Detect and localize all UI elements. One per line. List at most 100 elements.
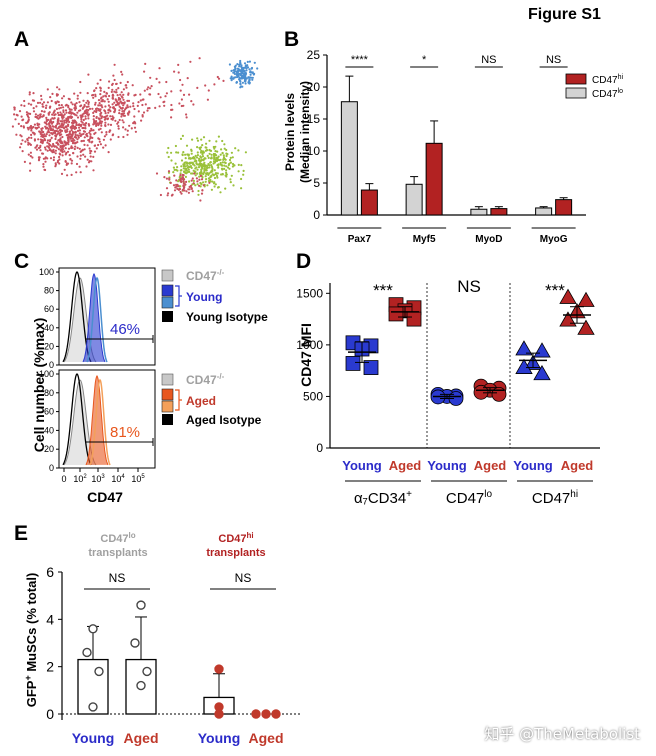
umap-point [41, 135, 45, 139]
umap-point [76, 141, 79, 144]
e-cohort-hi-title: CD47hi [218, 531, 253, 545]
umap-point [191, 190, 194, 193]
umap-point [73, 136, 76, 139]
umap-point [115, 88, 118, 91]
umap-point [199, 174, 203, 177]
c-x-tick-label: 0 [61, 474, 66, 484]
umap-point [109, 106, 112, 109]
umap-point [208, 139, 211, 142]
umap-point [137, 110, 140, 113]
umap-point [27, 128, 30, 131]
umap-point [29, 169, 32, 172]
umap-point [241, 85, 244, 88]
legend-label-cd47lo: CD47lo [592, 88, 623, 100]
umap-point [179, 174, 182, 177]
umap-point [58, 88, 61, 91]
umap-point [58, 134, 62, 137]
umap-point [188, 180, 191, 183]
umap-point [244, 151, 247, 154]
umap-point [213, 169, 216, 172]
c-y-tick-label: 0 [49, 360, 54, 370]
umap-point [59, 138, 62, 141]
umap-point [93, 89, 96, 93]
umap-point [170, 159, 173, 162]
e-y-tick-label: 4 [46, 611, 54, 627]
umap-point [177, 63, 180, 66]
umap-point [214, 161, 217, 164]
umap-point [191, 177, 194, 180]
umap-point [200, 168, 203, 171]
umap-point [95, 109, 98, 112]
e-y-tick-label: 0 [46, 706, 54, 722]
umap-point [120, 102, 123, 105]
umap-point [243, 76, 246, 79]
umap-point [242, 68, 245, 71]
umap-point [60, 129, 64, 132]
umap-point [204, 146, 207, 149]
umap-point [233, 68, 236, 72]
umap-point [122, 104, 125, 107]
umap-point [193, 172, 196, 175]
legend-young: Young [186, 290, 222, 304]
umap-point [111, 82, 114, 85]
umap-point [202, 181, 205, 184]
umap-point [67, 139, 70, 142]
umap-point [86, 144, 89, 147]
umap-point [113, 101, 116, 104]
umap-point [136, 104, 139, 107]
umap-point [205, 172, 208, 175]
umap-point [93, 150, 97, 153]
d-group-title: CD47lo [446, 489, 493, 507]
umap-point [173, 174, 176, 177]
legend-bracket-young [175, 285, 182, 307]
umap-point [123, 109, 126, 113]
umap-point [61, 135, 64, 139]
umap-point [225, 148, 228, 152]
umap-point [29, 143, 32, 146]
umap-point [196, 146, 199, 149]
umap-point [74, 108, 77, 111]
e-point [88, 702, 98, 712]
umap-point [215, 156, 218, 159]
umap-point [30, 133, 33, 136]
umap-point [203, 161, 206, 164]
umap-point [222, 156, 226, 159]
umap-point [170, 194, 173, 197]
umap-point [226, 153, 229, 156]
umap-point [167, 171, 171, 174]
umap-point [105, 95, 108, 98]
umap-point [143, 89, 146, 92]
umap-point [60, 114, 63, 117]
umap-point [100, 122, 103, 125]
umap-point [45, 104, 48, 107]
umap-point [20, 115, 23, 118]
umap-point [201, 144, 204, 147]
umap-point [31, 156, 34, 159]
umap-point [164, 95, 167, 98]
umap-point [64, 109, 68, 112]
umap-point [86, 111, 89, 114]
umap-point [230, 75, 233, 78]
umap-point [227, 163, 230, 167]
e-point [88, 624, 98, 634]
umap-point [213, 176, 217, 180]
c-histogram-frame [58, 267, 156, 366]
umap-point [173, 168, 176, 171]
umap-point [199, 159, 202, 162]
umap-point [189, 165, 192, 168]
umap-point [115, 91, 118, 94]
c-y-tick-label: 60 [44, 304, 54, 314]
panel-letter-a: A [14, 28, 29, 51]
e-point [136, 600, 146, 610]
umap-point [99, 109, 102, 112]
umap-point [84, 155, 87, 158]
umap-point [206, 154, 209, 157]
umap-point [181, 176, 184, 179]
umap-point [46, 149, 49, 152]
umap-point [102, 146, 105, 149]
umap-point [219, 158, 222, 161]
umap-point [239, 80, 242, 83]
umap-point [95, 87, 98, 90]
umap-point [192, 182, 195, 185]
umap-point [73, 113, 77, 116]
